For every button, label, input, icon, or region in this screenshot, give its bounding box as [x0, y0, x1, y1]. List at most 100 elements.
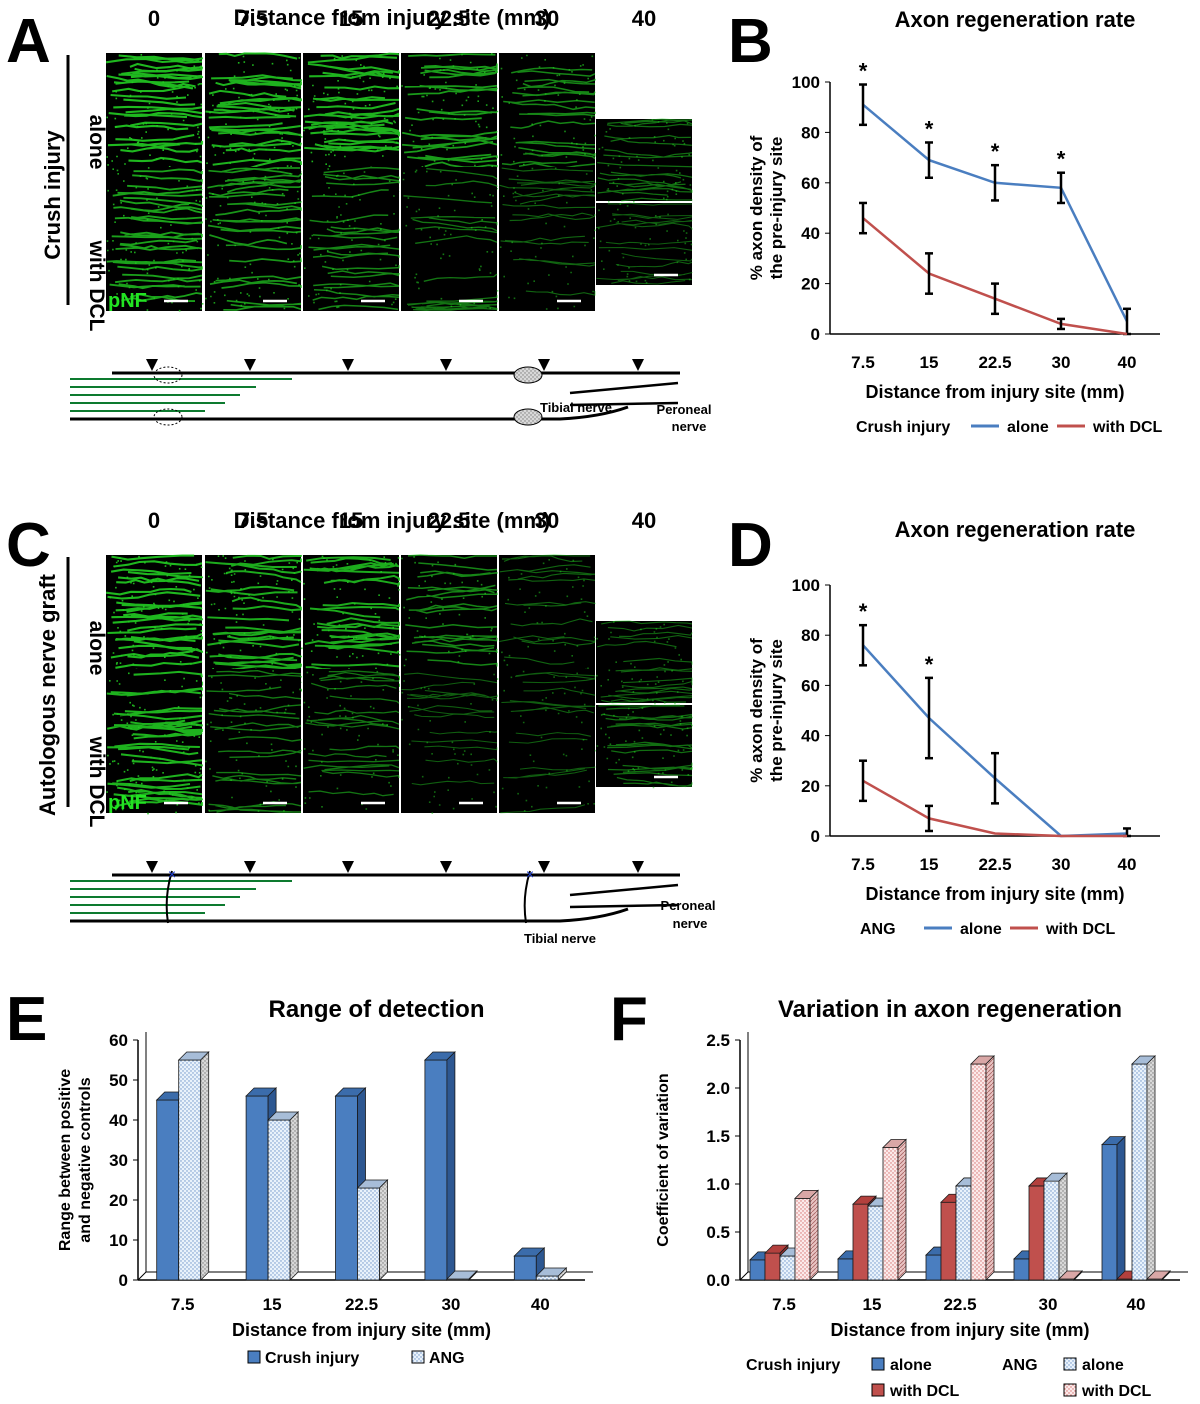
- y-tick-label: 40: [801, 727, 820, 746]
- bar-front-face: [178, 1059, 202, 1281]
- legend-swatch: [247, 1350, 261, 1364]
- sampling-site-arrowhead: [440, 359, 452, 371]
- micrograph-column-label: 40: [632, 508, 656, 533]
- y-tick-label: 0: [119, 1271, 128, 1290]
- panel-letter-f: F: [610, 985, 648, 1054]
- bar-side-face: [1146, 1055, 1156, 1281]
- line-chart-d: Axon regeneration rate 0 20 40 60 80 100 7.5 15 2…: [747, 517, 1160, 938]
- legend-group-title: ANG: [1002, 1357, 1038, 1374]
- micrograph-panel-c: Distance from injury site (mm) Autologou…: [35, 508, 715, 946]
- y-tick-label: 2.5: [706, 1031, 730, 1050]
- micrograph-tile: [499, 669, 597, 814]
- bar-side-face: [289, 1111, 299, 1281]
- legend-label: with DCL: [1081, 1383, 1152, 1400]
- bar-side-face: [809, 1189, 819, 1281]
- axon-puncta: [401, 53, 499, 198]
- y-tick-label: 0: [811, 827, 820, 846]
- peroneal-branch-lower: [569, 903, 679, 909]
- y-tick-label: 0.0: [706, 1271, 730, 1290]
- axon-fibers: [206, 670, 302, 813]
- stain-label: pNF: [108, 290, 147, 312]
- legend-label: with DCL: [1045, 921, 1116, 938]
- x-tick-label: 22.5: [345, 1295, 378, 1314]
- micrograph-c-group-label: Autologous nerve graft: [35, 573, 60, 816]
- y-axis-label-line1: Range between positive: [57, 1069, 74, 1251]
- micrograph-background: [499, 669, 595, 813]
- bar-front-face: [357, 1187, 380, 1281]
- legend-title: ANG: [860, 921, 896, 938]
- x-tick-label: 30: [1052, 353, 1071, 372]
- micrograph-tile: [303, 166, 400, 311]
- sampling-site-arrowhead: [538, 359, 550, 371]
- x-tick-label: 7.5: [772, 1295, 796, 1314]
- x-tick-label: 15: [263, 1295, 282, 1314]
- y-tick-label: 60: [801, 174, 820, 193]
- x-axis-label: Distance from injury site (mm): [865, 382, 1124, 402]
- bar-side-face: [468, 1270, 478, 1281]
- panel-letter-b: B: [728, 7, 773, 76]
- micrograph-tile: [596, 620, 693, 705]
- micrograph-column-label: 7.5: [238, 6, 269, 31]
- chart-title: Axon regeneration rate: [895, 517, 1136, 542]
- legend-label: with DCL: [889, 1383, 960, 1400]
- axon-fibers: [598, 704, 693, 788]
- bar-side-face: [446, 1051, 456, 1281]
- micrograph-c-row-label-dcl: with DCL: [85, 736, 108, 828]
- micrograph-c-row-label-alone: alone: [85, 621, 108, 676]
- micrograph-tile: [499, 167, 596, 311]
- y-tick-label: 80: [801, 626, 820, 645]
- y-tick-label: 100: [792, 576, 820, 595]
- legend-swatch: [1063, 1357, 1077, 1371]
- bar-front-face: [882, 1147, 899, 1281]
- y-axis-label: Coefficient of variation: [655, 1073, 672, 1246]
- bar-chart-f: Variation in axon regeneration 0.0 0.5 1.0 1…: [655, 996, 1188, 1400]
- micrograph-tile: [303, 669, 400, 813]
- series-line-with-dcl: [862, 217, 1128, 336]
- y-tick-label: 80: [801, 123, 820, 142]
- bar-front-face: [1043, 1180, 1060, 1281]
- bar-side-face: [1116, 1135, 1126, 1281]
- x-tick-label: 40: [531, 1295, 550, 1314]
- chart-title: Range of detection: [268, 996, 484, 1023]
- bar-front-face: [535, 1275, 559, 1281]
- peroneal-nerve-label-c-2: nerve: [673, 916, 708, 931]
- sampling-site-arrowhead: [342, 861, 354, 873]
- line-chart-b: Axon regeneration rate 0 20 40 60 80 100 7.5 15 2…: [747, 7, 1163, 436]
- significance-marker: *: [925, 652, 934, 677]
- micrograph-a-row-label-alone: alone: [85, 115, 108, 170]
- y-tick-label: 20: [109, 1191, 128, 1210]
- y-tick-label: 10: [109, 1231, 128, 1250]
- graft-suture-line: [165, 870, 173, 924]
- y-tick-label: 100: [792, 73, 820, 92]
- nerve-outline-bottom: [70, 405, 629, 421]
- y-tick-label: 20: [801, 777, 820, 796]
- significance-marker: *: [859, 59, 868, 84]
- bar-side-face: [200, 1051, 210, 1281]
- micrograph-background: [205, 669, 301, 813]
- x-tick-label: 22.5: [978, 855, 1011, 874]
- y-tick-label: 40: [801, 224, 820, 243]
- bar-front-face: [779, 1255, 796, 1281]
- x-tick-label: 30: [1039, 1295, 1058, 1314]
- axon-puncta: [205, 167, 302, 310]
- significance-marker: *: [925, 116, 934, 141]
- panel-letter-a: A: [6, 7, 51, 76]
- bar-front-face: [1013, 1258, 1030, 1281]
- axon-fibers: [207, 167, 302, 311]
- x-axis-label: Distance from injury site (mm): [830, 1320, 1089, 1340]
- panel-letter-d: D: [728, 511, 773, 580]
- y-tick-label: 1.5: [706, 1127, 730, 1146]
- chart-title: Axon regeneration rate: [895, 7, 1136, 32]
- legend-label: with DCL: [1092, 419, 1163, 436]
- legend-label: alone: [960, 921, 1002, 938]
- y-tick-label: 40: [109, 1111, 128, 1130]
- sampling-site-arrowhead: [146, 861, 158, 873]
- axon-fibers: [303, 556, 400, 696]
- x-tick-label: 40: [1127, 1295, 1146, 1314]
- bar-front-face: [794, 1198, 811, 1281]
- crush-site-marker: [153, 366, 183, 384]
- x-tick-label: 15: [920, 855, 939, 874]
- micrograph-tile: [401, 167, 499, 312]
- bar-front-face: [764, 1252, 781, 1281]
- crush-site-marker: [513, 366, 543, 384]
